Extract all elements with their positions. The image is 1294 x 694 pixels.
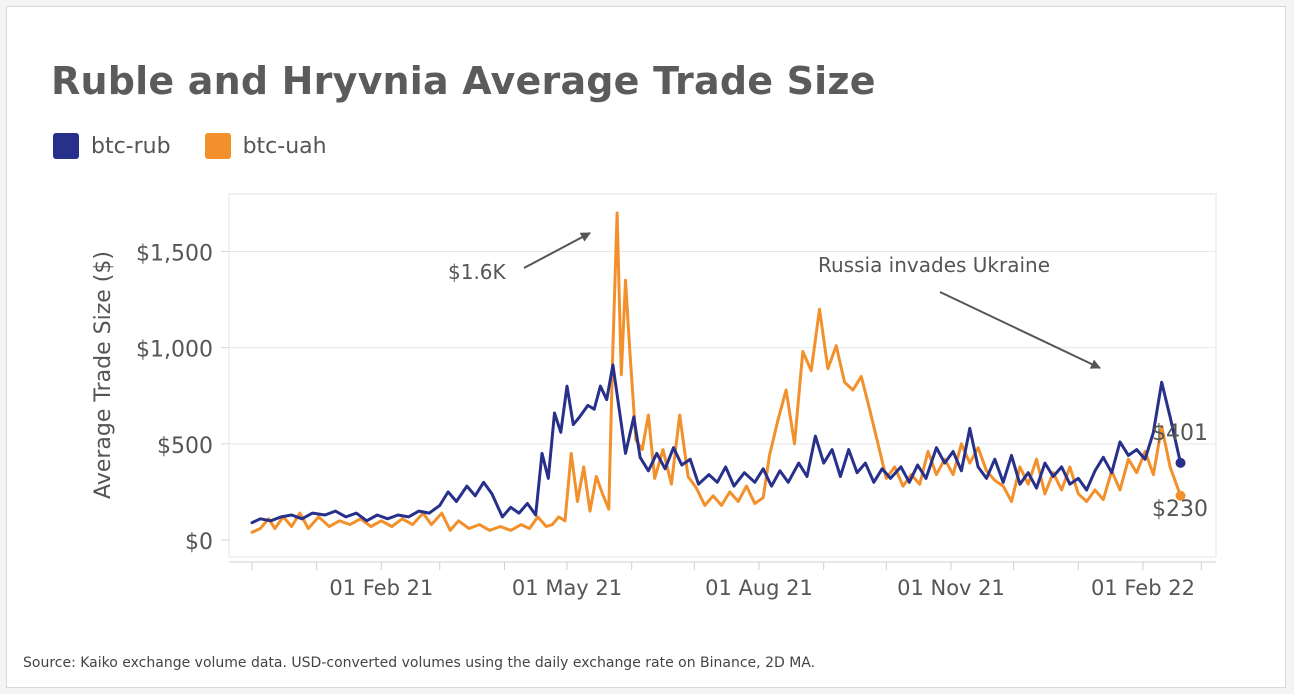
xtick-label-4: 01 Feb 22 <box>1091 576 1195 600</box>
series-line-btc-rub <box>250 363 1182 525</box>
end-point-btc-rub <box>1175 457 1186 468</box>
annotation-peak-label: $1.6K <box>448 260 507 284</box>
end-point-btc-uah <box>1175 490 1186 501</box>
series-lines <box>250 211 1186 534</box>
source-note: Source: Kaiko exchange volume data. USD-… <box>23 655 816 671</box>
xtick-label-0: 01 Feb 21 <box>329 576 433 600</box>
legend-swatch-btc-uah <box>204 133 231 159</box>
legend-label-btc-rub: btc-rub <box>91 133 171 159</box>
ytick-label-1: $500 <box>157 434 213 459</box>
annotation-invasion-arrow <box>939 291 1101 369</box>
series-line-btc-uah <box>250 211 1182 534</box>
xtick-label-3: 01 Nov 21 <box>897 576 1005 600</box>
chart-title: Ruble and Hryvnia Average Trade Size <box>51 59 876 103</box>
axes: $0 $500 $1,000 $1,500 01 Feb 21 01 May 21 01 A… <box>91 241 1216 600</box>
ytick-label-3: $1,500 <box>136 241 213 266</box>
legend: btc-rub btc-uah <box>53 133 327 159</box>
plot-frame <box>228 193 1217 558</box>
annotations: $1.6K Russia invades Ukraine $401 $230 <box>448 232 1208 522</box>
gridlines <box>228 193 1217 558</box>
legend-label-btc-uah: btc-uah <box>242 133 327 159</box>
chart-card: Ruble and Hryvnia Average Trade Size btc… <box>6 6 1286 688</box>
y-axis-title: Average Trade Size ($) <box>91 251 116 499</box>
xtick-label-1: 01 May 21 <box>512 576 622 600</box>
annotation-peak-arrow <box>523 232 591 269</box>
xtick-label-2: 01 Aug 21 <box>705 576 813 600</box>
legend-item-btc-rub[interactable]: btc-rub <box>53 133 171 159</box>
ytick-label-2: $1,000 <box>136 338 213 363</box>
ytick-label-0: $0 <box>185 530 213 555</box>
annotation-invasion-label: Russia invades Ukraine <box>818 253 1050 277</box>
end-label-btc-rub: $401 <box>1152 421 1208 446</box>
legend-item-btc-uah[interactable]: btc-uah <box>204 133 327 159</box>
legend-swatch-btc-rub <box>53 133 79 159</box>
end-label-btc-uah: $230 <box>1152 497 1208 522</box>
